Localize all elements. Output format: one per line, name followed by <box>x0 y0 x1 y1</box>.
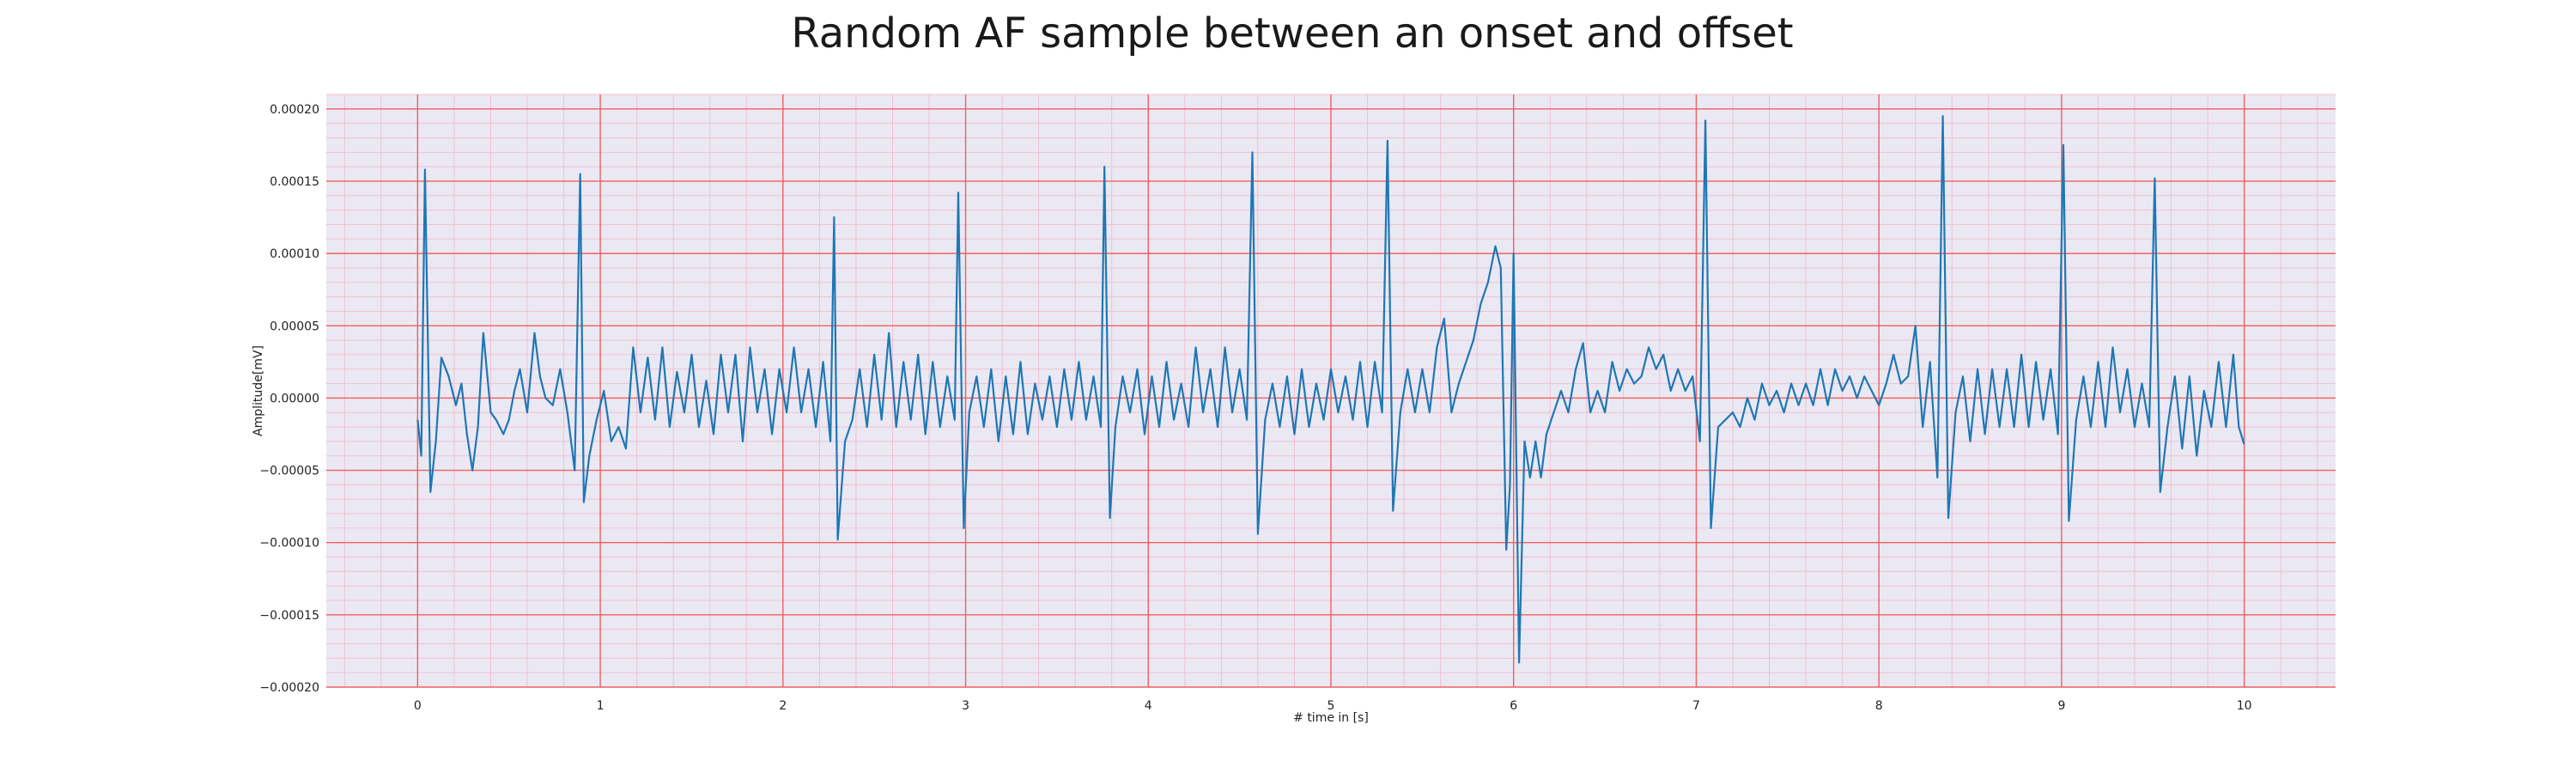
y-tick-label: −0.00015 <box>259 609 319 623</box>
x-tick-label: 3 <box>962 699 969 713</box>
x-tick-label: 6 <box>1510 699 1517 713</box>
x-tick-label: 5 <box>1327 699 1335 713</box>
y-tick-label: 0.00005 <box>270 320 319 333</box>
y-tick-label: −0.00020 <box>259 681 319 695</box>
y-axis-ticks: −0.00020 −0.00015 −0.00010 −0.00005 0.00000 0… <box>259 103 319 695</box>
x-axis-ticks: 0 1 2 3 4 5 6 7 8 9 10 <box>414 699 2252 713</box>
x-tick-label: 1 <box>597 699 605 713</box>
y-tick-label: −0.00005 <box>259 465 319 478</box>
x-tick-label: 7 <box>1692 699 1700 713</box>
ecg-series-line <box>416 115 2245 664</box>
x-tick-label: 0 <box>414 699 422 713</box>
major-grid <box>326 94 2336 688</box>
x-axis-label: # time in [s] <box>1293 711 1369 725</box>
y-tick-label: 0.00010 <box>270 247 319 261</box>
x-tick-label: 10 <box>2237 699 2252 713</box>
y-tick-label: 0.00020 <box>270 103 319 117</box>
x-tick-label: 4 <box>1145 699 1152 713</box>
y-tick-label: 0.00015 <box>270 175 319 189</box>
x-tick-label: 8 <box>1875 699 1883 713</box>
series-layer <box>416 115 2245 664</box>
y-tick-label: 0.00000 <box>270 392 319 405</box>
y-tick-label: −0.00010 <box>259 537 319 551</box>
chart-title: Random AF sample between an onset and of… <box>791 9 1793 58</box>
x-tick-label: 2 <box>779 699 787 713</box>
x-tick-label: 9 <box>2057 699 2065 713</box>
y-axis-label: Amplitude[mV] <box>252 345 265 436</box>
